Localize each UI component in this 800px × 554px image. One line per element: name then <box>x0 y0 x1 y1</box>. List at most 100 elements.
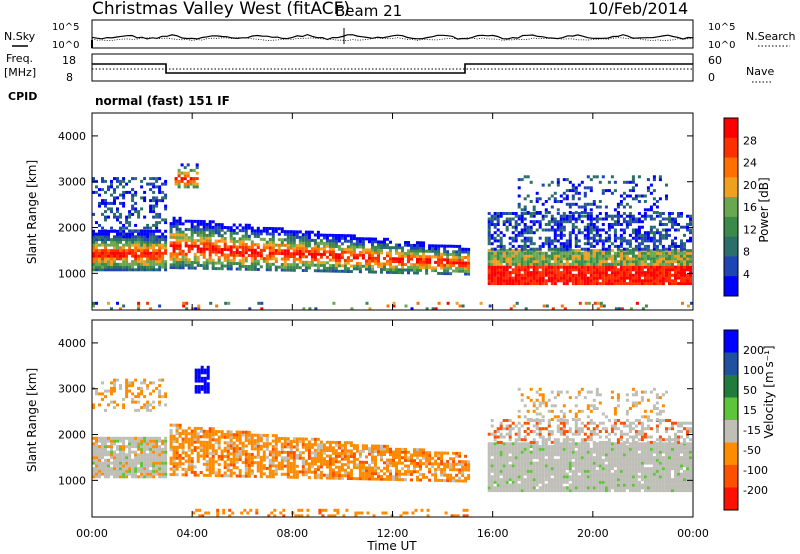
heatmap-cell <box>98 223 101 227</box>
heatmap-cell <box>328 264 332 268</box>
heatmap-cell <box>425 456 429 460</box>
heatmap-cell <box>458 476 462 480</box>
heatmap-cell <box>235 226 239 230</box>
heatmap-cell <box>607 247 611 251</box>
heatmap-cell <box>574 254 578 258</box>
heatmap-cell <box>601 265 605 269</box>
heatmap-cell <box>553 200 557 203</box>
heatmap-cell <box>689 282 692 286</box>
heatmap-cell <box>146 260 150 264</box>
heatmap-cell <box>241 460 245 464</box>
heatmap-cell <box>595 279 599 283</box>
heatmap-cell <box>449 457 453 461</box>
heatmap-cell <box>479 301 483 305</box>
heatmap-cell <box>377 240 380 244</box>
heatmap-cell <box>671 279 674 283</box>
heatmap-cell <box>259 229 263 233</box>
heatmap-cell <box>665 254 668 258</box>
heatmap-cell <box>523 265 527 269</box>
heatmap-cell <box>274 268 278 272</box>
heatmap-cell <box>143 458 147 462</box>
heatmap-cell <box>392 478 395 481</box>
heatmap-cell <box>172 252 176 256</box>
heatmap-cell <box>505 257 509 261</box>
heatmap-cell <box>298 249 302 253</box>
heatmap-cell <box>193 470 197 474</box>
heatmap-cell <box>422 266 425 270</box>
heatmap-cell <box>193 465 197 469</box>
power-colorbar-label: Power [dB] <box>757 177 771 242</box>
heatmap-cell <box>113 381 116 385</box>
heatmap-cell <box>380 246 383 249</box>
heatmap-cell <box>164 221 168 225</box>
heatmap-cell <box>119 461 122 465</box>
heatmap-cell <box>686 279 689 283</box>
heatmap-cell <box>143 378 147 382</box>
heatmap-cell <box>407 464 410 468</box>
heatmap-cell <box>349 234 353 238</box>
heatmap-cell <box>404 459 407 462</box>
heatmap-cell <box>631 175 635 179</box>
heatmap-cell <box>550 254 554 258</box>
heatmap-cell <box>125 381 129 385</box>
heatmap-cell <box>686 239 689 243</box>
heatmap-cell <box>122 204 126 208</box>
heatmap-cell <box>146 232 150 236</box>
heatmap-cell <box>580 205 584 209</box>
heatmap-cell <box>380 270 383 274</box>
heatmap-cell <box>175 266 179 270</box>
heatmap-cell <box>604 257 608 261</box>
heatmap-cell <box>178 252 182 256</box>
heatmap-cell <box>568 268 572 272</box>
heatmap-cell <box>128 232 132 236</box>
heatmap-cell <box>598 239 602 243</box>
heatmap-cell <box>340 443 344 447</box>
heatmap-cell <box>280 230 284 233</box>
heatmap-cell <box>226 261 230 265</box>
heatmap-cell <box>490 214 494 218</box>
heatmap-cell <box>511 236 515 240</box>
freq-tick-18: 18 <box>62 54 76 67</box>
heatmap-cell <box>358 452 362 456</box>
heatmap-cell <box>668 228 671 232</box>
heatmap-cell <box>241 433 245 437</box>
heatmap-cell <box>690 301 693 305</box>
heatmap-cell <box>508 242 512 246</box>
heatmap-cell <box>328 468 332 472</box>
heatmap-cell <box>199 253 203 256</box>
heatmap-cell <box>131 235 135 239</box>
heatmap-cell <box>143 226 147 230</box>
heatmap-cell <box>455 451 459 455</box>
heatmap-cell <box>616 205 620 209</box>
heatmap-cell <box>490 220 494 224</box>
heatmap-cell <box>383 444 386 448</box>
heatmap-cell <box>589 282 593 286</box>
heatmap-cell <box>505 461 509 465</box>
heatmap-cell <box>178 263 182 267</box>
heatmap-cell <box>577 228 581 232</box>
heatmap-cell <box>517 260 521 264</box>
freq-unit-label: [MHz] <box>4 66 36 79</box>
heatmap-cell <box>259 232 263 236</box>
heatmap-cell <box>455 473 459 477</box>
heatmap-cell <box>271 453 275 457</box>
heatmap-cell <box>146 243 150 247</box>
heatmap-cell <box>607 276 611 280</box>
heatmap-cell <box>208 255 212 259</box>
heatmap-cell <box>446 465 450 469</box>
heatmap-cell <box>446 255 450 259</box>
heatmap-cell <box>164 240 168 244</box>
heatmap-cell <box>119 467 122 471</box>
heatmap-cell <box>361 460 365 464</box>
heatmap-cell <box>671 265 674 269</box>
heatmap-cell <box>559 262 563 266</box>
heatmap-cell <box>190 228 194 232</box>
heatmap-cell <box>298 241 302 245</box>
heatmap-cell <box>493 461 497 465</box>
heatmap-cell <box>98 458 101 462</box>
heatmap-cell <box>499 486 503 490</box>
heatmap-cell <box>443 266 447 270</box>
heatmap-cell <box>122 201 126 205</box>
heatmap-cell <box>371 458 374 462</box>
heatmap-cell <box>220 223 224 227</box>
